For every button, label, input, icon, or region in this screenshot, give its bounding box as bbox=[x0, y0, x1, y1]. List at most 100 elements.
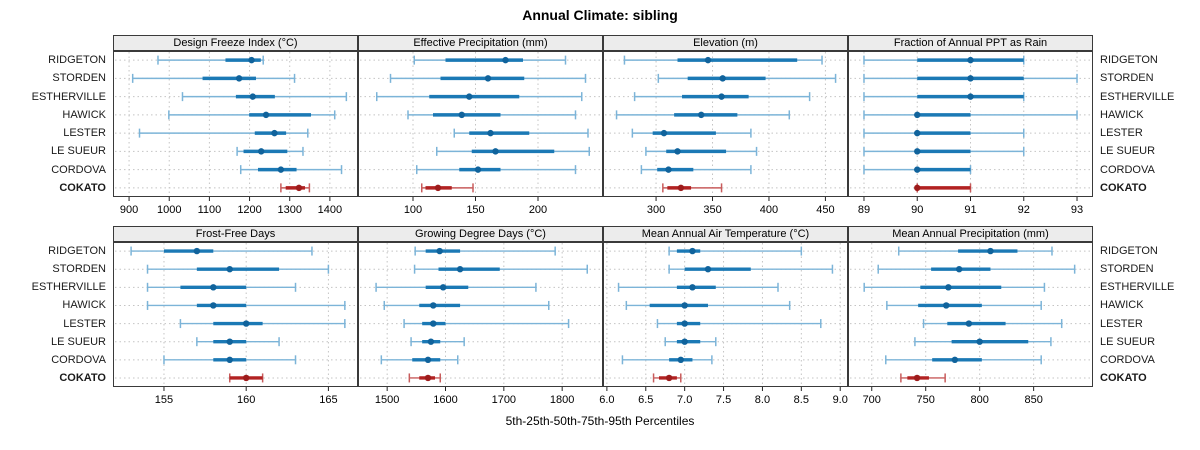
median-dot bbox=[914, 129, 921, 137]
interval-row-cokato bbox=[421, 183, 474, 193]
interval-row-ridgeton bbox=[863, 55, 1025, 65]
interval-row-estherville bbox=[376, 92, 583, 102]
median-dot bbox=[193, 247, 201, 255]
y-axis-labels-right-0: RIDGETON STORDEN ESTHERVILLE HAWICK LESTER LE… bbox=[1093, 35, 1200, 197]
panel-plot bbox=[358, 51, 603, 197]
median-dot bbox=[704, 56, 712, 64]
x-axis: 155 160 165 bbox=[155, 387, 338, 406]
interval-row-storden bbox=[131, 73, 296, 83]
median-dot bbox=[677, 356, 684, 364]
median-dot bbox=[458, 111, 465, 119]
interval-row-cokato bbox=[652, 373, 682, 383]
interval-row-lester bbox=[631, 128, 752, 138]
interval-row-storden bbox=[863, 73, 1078, 83]
interval-row-cokato bbox=[662, 183, 723, 193]
panel-border bbox=[113, 242, 358, 387]
x-tick-label: 91 bbox=[964, 204, 976, 216]
interval-row-hawick bbox=[383, 300, 550, 310]
interval-row-cordova bbox=[885, 355, 1042, 365]
panel-border bbox=[358, 242, 603, 387]
interval-row-ridgeton bbox=[623, 55, 823, 65]
interval-row-hawick bbox=[615, 110, 791, 120]
panel-border bbox=[603, 51, 848, 197]
panel-growing-degree-days-c-: Growing Degree Days (°C) 1500 1600 1700 1800 bbox=[358, 226, 603, 409]
panel-border bbox=[113, 51, 358, 197]
station-label-hawick: HAWICK bbox=[62, 108, 106, 121]
interval-row-lester bbox=[453, 128, 589, 138]
median-dot bbox=[295, 184, 303, 192]
median-dot bbox=[456, 265, 464, 273]
median-dot bbox=[427, 338, 435, 345]
panel-border bbox=[603, 242, 848, 387]
station-label-cokato: COKATO bbox=[1100, 181, 1147, 194]
interval-row-estherville bbox=[146, 282, 297, 292]
interval-row-le-sueur bbox=[863, 146, 1025, 156]
station-label-ridgeton: RIDGETON bbox=[48, 245, 106, 258]
x-tick-label: 1800 bbox=[550, 394, 574, 406]
panel-fraction-of-annual-ppt-as-rain: Fraction of Annual PPT as Rain 89 90 91 92 93 bbox=[848, 35, 1093, 219]
median-dot bbox=[665, 166, 672, 173]
x-tick-label: 6.5 bbox=[638, 394, 653, 406]
x-tick-label: 1000 bbox=[157, 204, 181, 216]
median-dot bbox=[487, 129, 494, 137]
interval-row-cokato bbox=[228, 373, 264, 383]
x-tick-label: 200 bbox=[529, 204, 547, 216]
median-dot bbox=[674, 148, 681, 155]
median-dot bbox=[484, 75, 492, 82]
percentiles-caption: 5th-25th-50th-75th-95th Percentiles bbox=[505, 414, 695, 428]
station-label-le-sueur: LE SUEUR bbox=[1100, 145, 1156, 158]
x-tick-label: 1300 bbox=[277, 204, 301, 216]
panel-plot bbox=[113, 51, 358, 197]
median-dot bbox=[439, 284, 447, 291]
panel-header: Mean Annual Precipitation (mm) bbox=[848, 226, 1093, 242]
x-tick-label: 700 bbox=[863, 394, 881, 406]
interval-row-ridgeton bbox=[130, 246, 313, 256]
median-dot bbox=[665, 374, 673, 382]
interval-row-le-sueur bbox=[436, 146, 590, 156]
station-label-hawick: HAWICK bbox=[1100, 299, 1144, 312]
interval-row-lester bbox=[179, 319, 346, 329]
median-dot bbox=[945, 284, 952, 291]
panel-header: Design Freeze Index (°C) bbox=[113, 35, 358, 51]
median-dot bbox=[226, 338, 233, 345]
x-tick-label: 1400 bbox=[318, 204, 342, 216]
median-dot bbox=[681, 320, 688, 327]
x-tick-label: 1700 bbox=[492, 394, 516, 406]
x-tick-label: 900 bbox=[120, 204, 138, 216]
interval-row-cordova bbox=[416, 165, 577, 175]
panel-frost-free-days: Frost-Free Days 155 160 165 bbox=[113, 226, 358, 409]
x-tick-label: 89 bbox=[858, 204, 870, 216]
x-tick-label: 1600 bbox=[433, 394, 457, 406]
interval-row-hawick bbox=[146, 300, 346, 310]
median-dot bbox=[987, 247, 994, 255]
interval-row-cordova bbox=[640, 165, 752, 175]
panel-header: Elevation (m) bbox=[603, 35, 848, 51]
x-tick-label: 165 bbox=[319, 394, 337, 406]
station-label-cokato: COKATO bbox=[59, 371, 106, 384]
x-axis: 1500 1600 1700 1800 bbox=[375, 387, 574, 406]
x-tick-label: 7.5 bbox=[716, 394, 731, 406]
station-label-le-sueur: LE SUEUR bbox=[50, 335, 106, 348]
chart-row-1: RIDGETON STORDEN ESTHERVILLE HAWICK LESTER LE… bbox=[0, 226, 1200, 409]
x-axis: 900 1000 1100 1200 1300 1400 bbox=[120, 197, 342, 216]
median-dot bbox=[277, 166, 285, 173]
panel-plot bbox=[848, 51, 1093, 197]
interval-row-estherville bbox=[617, 282, 779, 292]
interval-row-storden bbox=[389, 73, 587, 83]
station-label-ridgeton: RIDGETON bbox=[48, 54, 106, 67]
interval-row-ridgeton bbox=[157, 55, 264, 65]
median-dot bbox=[226, 265, 233, 273]
median-dot bbox=[258, 148, 265, 155]
station-label-estherville: ESTHERVILLE bbox=[31, 281, 106, 294]
median-dot bbox=[704, 265, 712, 273]
median-dot bbox=[951, 356, 959, 364]
station-label-storden: STORDEN bbox=[52, 72, 106, 85]
x-axis: 100 150 200 bbox=[404, 197, 547, 216]
interval-row-storden bbox=[146, 264, 330, 274]
label-spacer bbox=[0, 35, 113, 51]
interval-row-ridgeton bbox=[668, 246, 803, 256]
median-dot bbox=[210, 284, 217, 291]
interval-row-storden bbox=[877, 264, 1076, 274]
median-dot bbox=[249, 93, 256, 100]
x-tick-label: 350 bbox=[703, 204, 721, 216]
